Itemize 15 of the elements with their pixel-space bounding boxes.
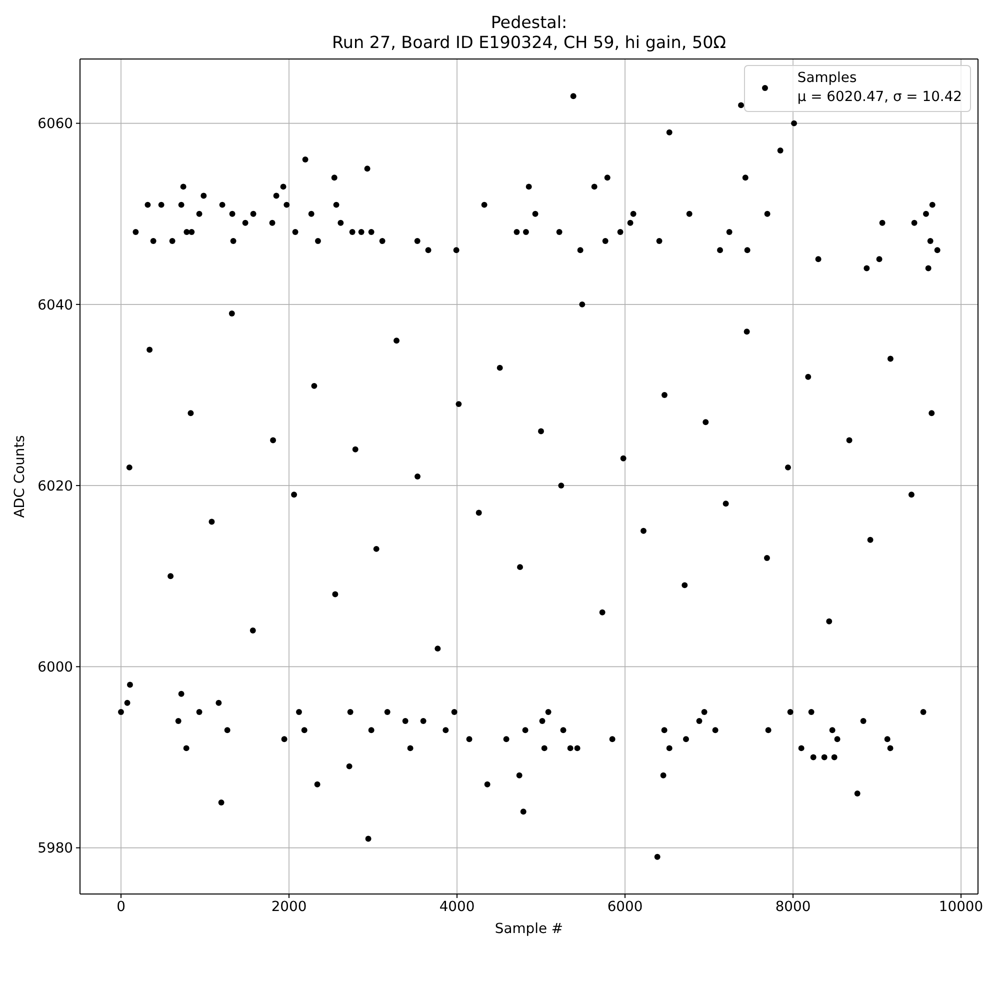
y-tick-label: 6000 xyxy=(38,660,73,676)
x-tick-label: 6000 xyxy=(607,898,643,915)
x-tick-label: 10000 xyxy=(938,898,984,915)
x-tick-label: 4000 xyxy=(439,898,475,915)
y-tick-label: 5980 xyxy=(38,840,73,857)
y-tick-label: 6040 xyxy=(38,297,73,314)
y-tick-label: 6060 xyxy=(38,116,73,132)
x-tick-label: 2000 xyxy=(271,898,307,915)
x-tick-label: 8000 xyxy=(775,898,811,915)
legend-label: Samples μ = 6020.47, σ = 10.42 xyxy=(797,69,962,107)
y-tick-label: 6020 xyxy=(38,478,73,494)
x-tick-label: 0 xyxy=(116,898,126,915)
chart-title: Pedestal: Run 27, Board ID E190324, CH 59, hi gain, 50Ω xyxy=(331,12,727,52)
x-axis-title: Sample # xyxy=(494,921,564,937)
y-axis-title: ADC Counts xyxy=(12,435,28,518)
